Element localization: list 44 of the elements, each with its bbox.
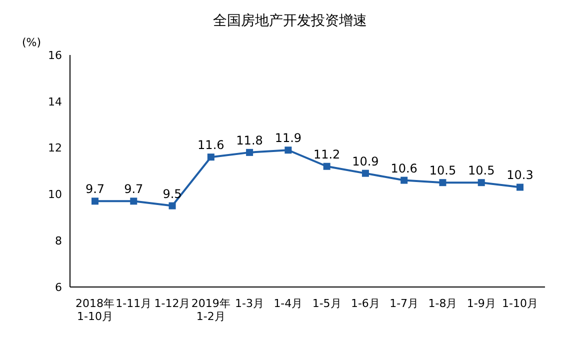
data-label: 10.5 (429, 164, 456, 178)
point (323, 162, 330, 170)
data-label: 10.3 (506, 168, 534, 182)
chart-title: 全国房地产开发投资增速 (212, 12, 368, 30)
data-label: 9.7 (85, 182, 105, 196)
x-tick-label: 1-10月 (502, 297, 538, 310)
data-label: 11.8 (236, 133, 263, 148)
x-tick-label: 1-3月 (235, 297, 264, 310)
point (168, 202, 176, 210)
point (478, 179, 485, 186)
x-tick-label: 1-12月 (154, 297, 190, 310)
point (362, 170, 369, 177)
data-label: 11.2 (313, 147, 340, 162)
data-label: 10.6 (390, 161, 418, 176)
x-tick-label: 1-5月 (312, 297, 342, 310)
point (400, 176, 408, 184)
data-label: 9.5 (162, 186, 182, 201)
point (130, 198, 138, 205)
x-tick-label: 2019年 1-2月 (191, 297, 230, 323)
x-tick-label: 1-9月 (466, 297, 496, 310)
y-tick-label: 14 (48, 95, 62, 108)
data-label: 10.5 (468, 164, 495, 178)
y-tick-label: 8 (55, 234, 62, 248)
data-label: 9.7 (124, 182, 144, 196)
y-tick-label: 12 (48, 142, 62, 155)
point (516, 184, 524, 191)
x-tick-label: 1-7月 (390, 297, 419, 310)
data-label: 11.9 (274, 131, 302, 146)
x-tick-label: 1-11月 (116, 297, 152, 310)
x-tick-label: 1-8月 (428, 297, 458, 310)
y-tick-label: 6 (55, 280, 62, 294)
data-label: 11.6 (198, 138, 224, 152)
y-tick-label: 16 (48, 48, 62, 62)
x-tick-label: 2018年 1-10月 (76, 297, 114, 323)
point (92, 198, 98, 205)
point (246, 148, 254, 156)
x-tick-label: 1-6月 (350, 297, 380, 310)
data-label: 10.9 (352, 154, 379, 168)
y-axis-title: (%) (22, 36, 42, 49)
y-tick-label: 10 (48, 188, 62, 202)
point (439, 179, 446, 186)
point (284, 146, 292, 154)
x-tick-label: 1-4月 (274, 297, 303, 310)
point (207, 154, 214, 161)
